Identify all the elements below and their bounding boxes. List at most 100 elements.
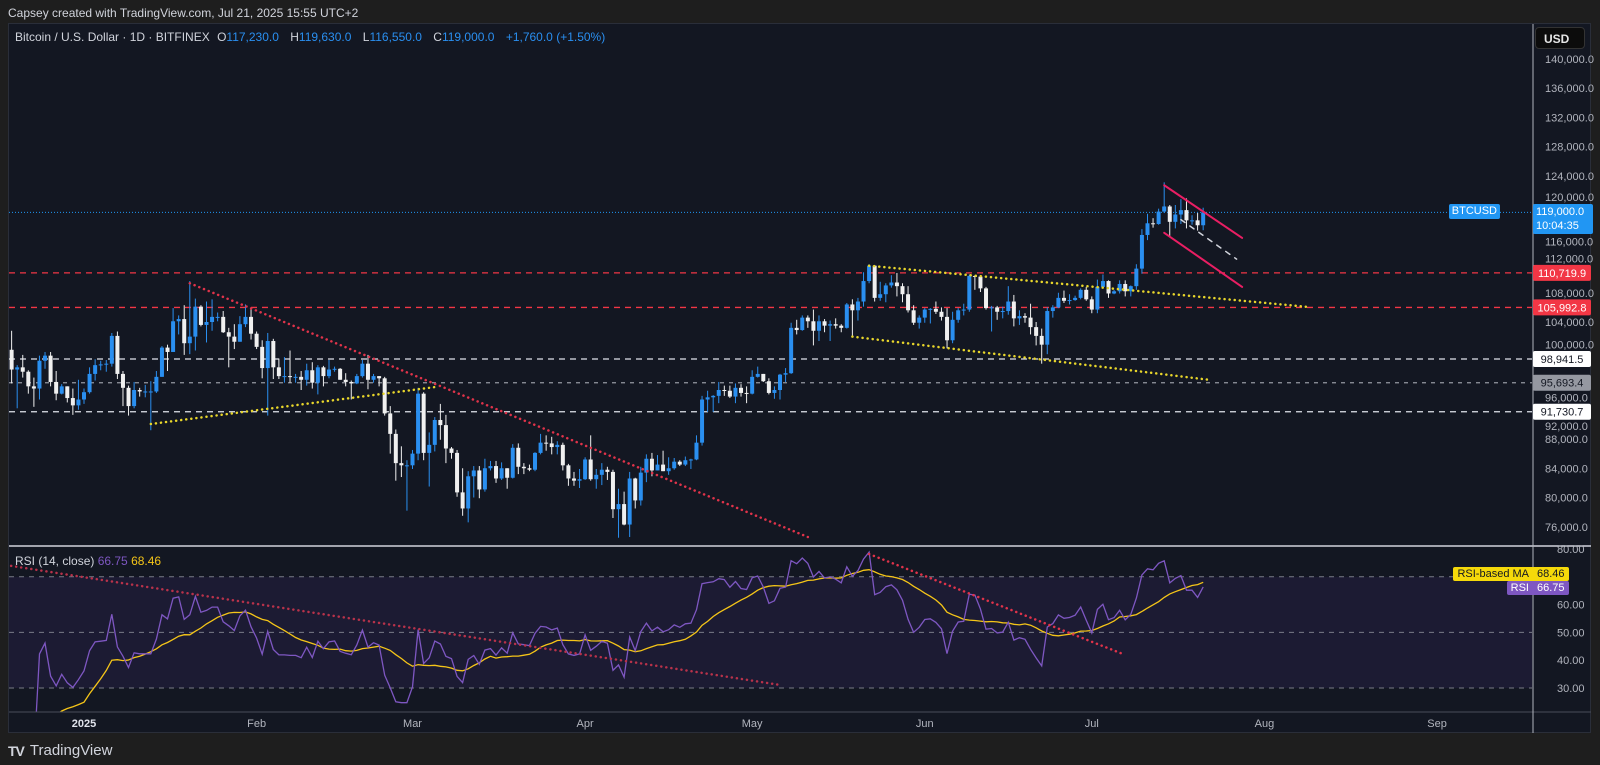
candle-body[interactable] <box>443 425 448 449</box>
candle-body[interactable] <box>232 336 237 342</box>
currency-button[interactable]: USD <box>1535 27 1585 49</box>
candle-body[interactable] <box>1084 289 1089 300</box>
candle-body[interactable] <box>1128 286 1133 292</box>
candle-body[interactable] <box>226 332 231 337</box>
candle-body[interactable] <box>683 460 688 465</box>
candle-body[interactable] <box>393 433 398 464</box>
candle-body[interactable] <box>293 376 298 378</box>
candle-body[interactable] <box>649 458 654 471</box>
candle-body[interactable] <box>766 381 771 393</box>
candle-body[interactable] <box>939 311 944 317</box>
candle-body[interactable] <box>482 468 487 490</box>
candle-body[interactable] <box>1045 311 1050 345</box>
candle-body[interactable] <box>538 442 543 453</box>
candle-body[interactable] <box>43 355 48 361</box>
candle-body[interactable] <box>644 458 649 473</box>
candle-body[interactable] <box>1067 300 1072 302</box>
candle-body[interactable] <box>416 393 421 454</box>
candle-body[interactable] <box>159 347 164 377</box>
candle-body[interactable] <box>933 308 938 312</box>
candle-body[interactable] <box>839 325 844 328</box>
candle-body[interactable] <box>850 304 855 311</box>
candle-body[interactable] <box>198 306 203 325</box>
candle-body[interactable] <box>1117 283 1122 292</box>
candle-body[interactable] <box>510 447 515 478</box>
candle-body[interactable] <box>711 395 716 398</box>
candle-body[interactable] <box>527 468 532 470</box>
candle-body[interactable] <box>861 281 866 302</box>
candle-body[interactable] <box>1190 220 1195 222</box>
candle-body[interactable] <box>1173 214 1178 222</box>
candle-body[interactable] <box>961 309 966 311</box>
candle-body[interactable] <box>822 321 827 326</box>
candle-body[interactable] <box>460 492 465 509</box>
candle-body[interactable] <box>694 442 699 460</box>
candle-body[interactable] <box>878 294 883 298</box>
candle-body[interactable] <box>1123 283 1128 292</box>
candle-body[interactable] <box>549 443 554 448</box>
candle-body[interactable] <box>544 442 549 444</box>
candle-body[interactable] <box>1100 281 1105 287</box>
candle-body[interactable] <box>310 370 315 383</box>
candle-body[interactable] <box>833 324 838 326</box>
candle-body[interactable] <box>727 390 732 397</box>
candle-body[interactable] <box>349 381 354 384</box>
candle-body[interactable] <box>243 316 248 325</box>
candle-body[interactable] <box>616 504 621 510</box>
candle-body[interactable] <box>655 464 660 471</box>
candle-body[interactable] <box>15 367 20 370</box>
price-pane[interactable] <box>4 182 1532 539</box>
candle-body[interactable] <box>315 367 320 383</box>
candle-body[interactable] <box>388 413 393 434</box>
candle-body[interactable] <box>555 444 560 448</box>
candle-body[interactable] <box>989 307 994 309</box>
candle-body[interactable] <box>750 376 755 394</box>
candle-body[interactable] <box>889 282 894 286</box>
candle-body[interactable] <box>427 444 432 453</box>
candle-body[interactable] <box>744 392 749 394</box>
candle-body[interactable] <box>1039 335 1044 345</box>
candle-body[interactable] <box>571 478 576 481</box>
candle-body[interactable] <box>855 301 860 311</box>
candle-body[interactable] <box>1178 210 1183 215</box>
candle-body[interactable] <box>20 367 25 372</box>
candle-body[interactable] <box>260 346 265 369</box>
candle-body[interactable] <box>1201 212 1206 226</box>
trendline-rsi-long-downtrend[interactable] <box>6 564 782 687</box>
candle-body[interactable] <box>816 321 821 331</box>
candle-body[interactable] <box>237 324 242 342</box>
candle-body[interactable] <box>778 374 782 391</box>
candle-body[interactable] <box>922 309 927 318</box>
candle-body[interactable] <box>48 355 53 382</box>
trendline-rsi-downtrend-may-jul[interactable] <box>867 552 1127 657</box>
candle-body[interactable] <box>739 387 744 393</box>
candle-body[interactable] <box>93 365 98 374</box>
candle-body[interactable] <box>377 376 382 379</box>
candle-body[interactable] <box>666 468 671 472</box>
candle-body[interactable] <box>4 307 8 350</box>
candle-body[interactable] <box>1112 291 1117 294</box>
candle-body[interactable] <box>956 310 961 320</box>
candle-body[interactable] <box>1162 206 1167 212</box>
candle-body[interactable] <box>627 478 632 525</box>
candle-body[interactable] <box>115 335 120 374</box>
candle-body[interactable] <box>343 379 348 382</box>
candle-body[interactable] <box>1073 297 1078 301</box>
candle-body[interactable] <box>1000 311 1005 313</box>
candle-body[interactable] <box>321 367 326 377</box>
candle-body[interactable] <box>98 364 103 366</box>
candle-body[interactable] <box>59 386 64 394</box>
candle-body[interactable] <box>488 466 493 469</box>
rsi-pane[interactable] <box>6 550 1532 765</box>
candle-body[interactable] <box>783 373 788 375</box>
candle-body[interactable] <box>1022 316 1027 318</box>
trendline-red-dotted-downtrend[interactable] <box>188 281 810 539</box>
candle-body[interactable] <box>516 447 521 467</box>
candle-body[interactable] <box>661 464 666 472</box>
candle-body[interactable] <box>928 308 933 310</box>
candle-body[interactable] <box>299 376 304 380</box>
candle-body[interactable] <box>76 399 81 406</box>
candle-body[interactable] <box>9 349 14 370</box>
candle-body[interactable] <box>560 444 565 466</box>
candle-body[interactable] <box>332 368 337 370</box>
